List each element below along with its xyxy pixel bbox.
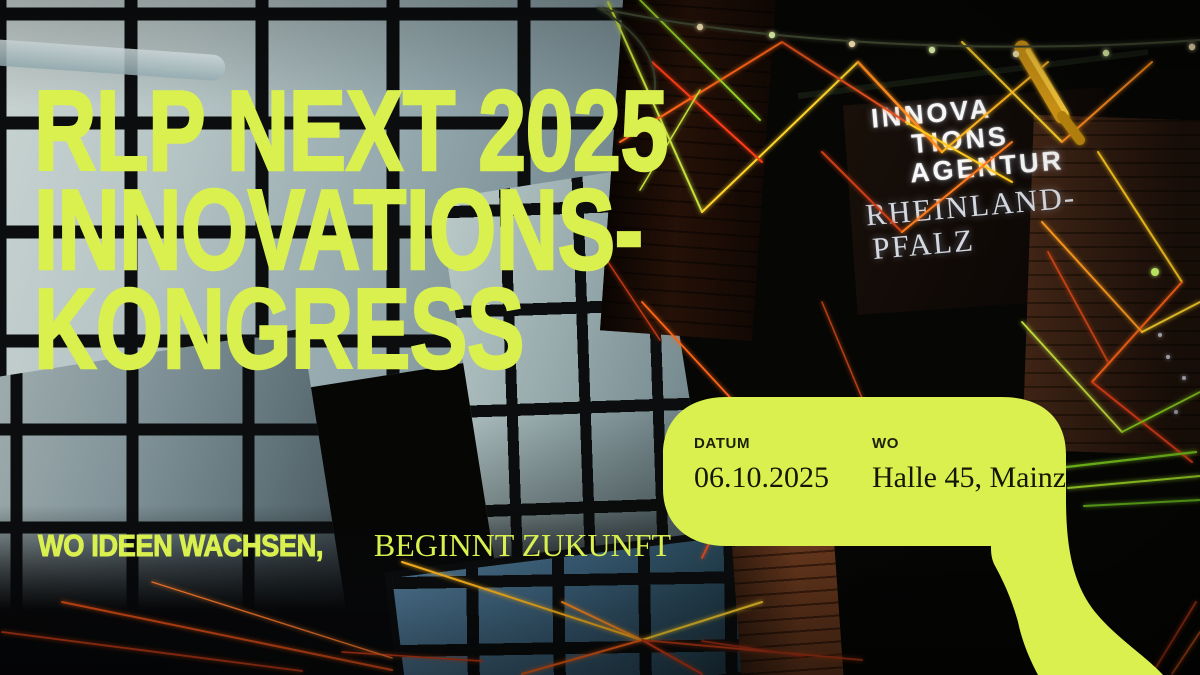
tagline: WO IDEEN WACHSEN, BEGINNT ZUKUNFT [38,527,672,564]
datum-label: DATUM [694,435,751,452]
title-line-1: RLP NEXT 2025 [33,68,669,195]
datum-value: 06.10.2025 [694,461,829,494]
info-datum: DATUM 06.10.2025 [694,435,829,495]
wo-label: WO [872,435,900,452]
wo-value: Halle 45, Mainz [872,461,1067,494]
title-line-3: KONGRESS [33,266,525,393]
info-wo: WO Halle 45, Mainz [872,435,1066,495]
title-line-2: INNOVATIONS- [33,167,644,294]
event-title: RLP NEXT 2025 INNOVATIONS- KONGRESS [33,68,669,393]
tagline-serif: BEGINNT ZUKUNFT [373,527,672,563]
tagline-bold: WO IDEEN WACHSEN, [38,528,324,564]
